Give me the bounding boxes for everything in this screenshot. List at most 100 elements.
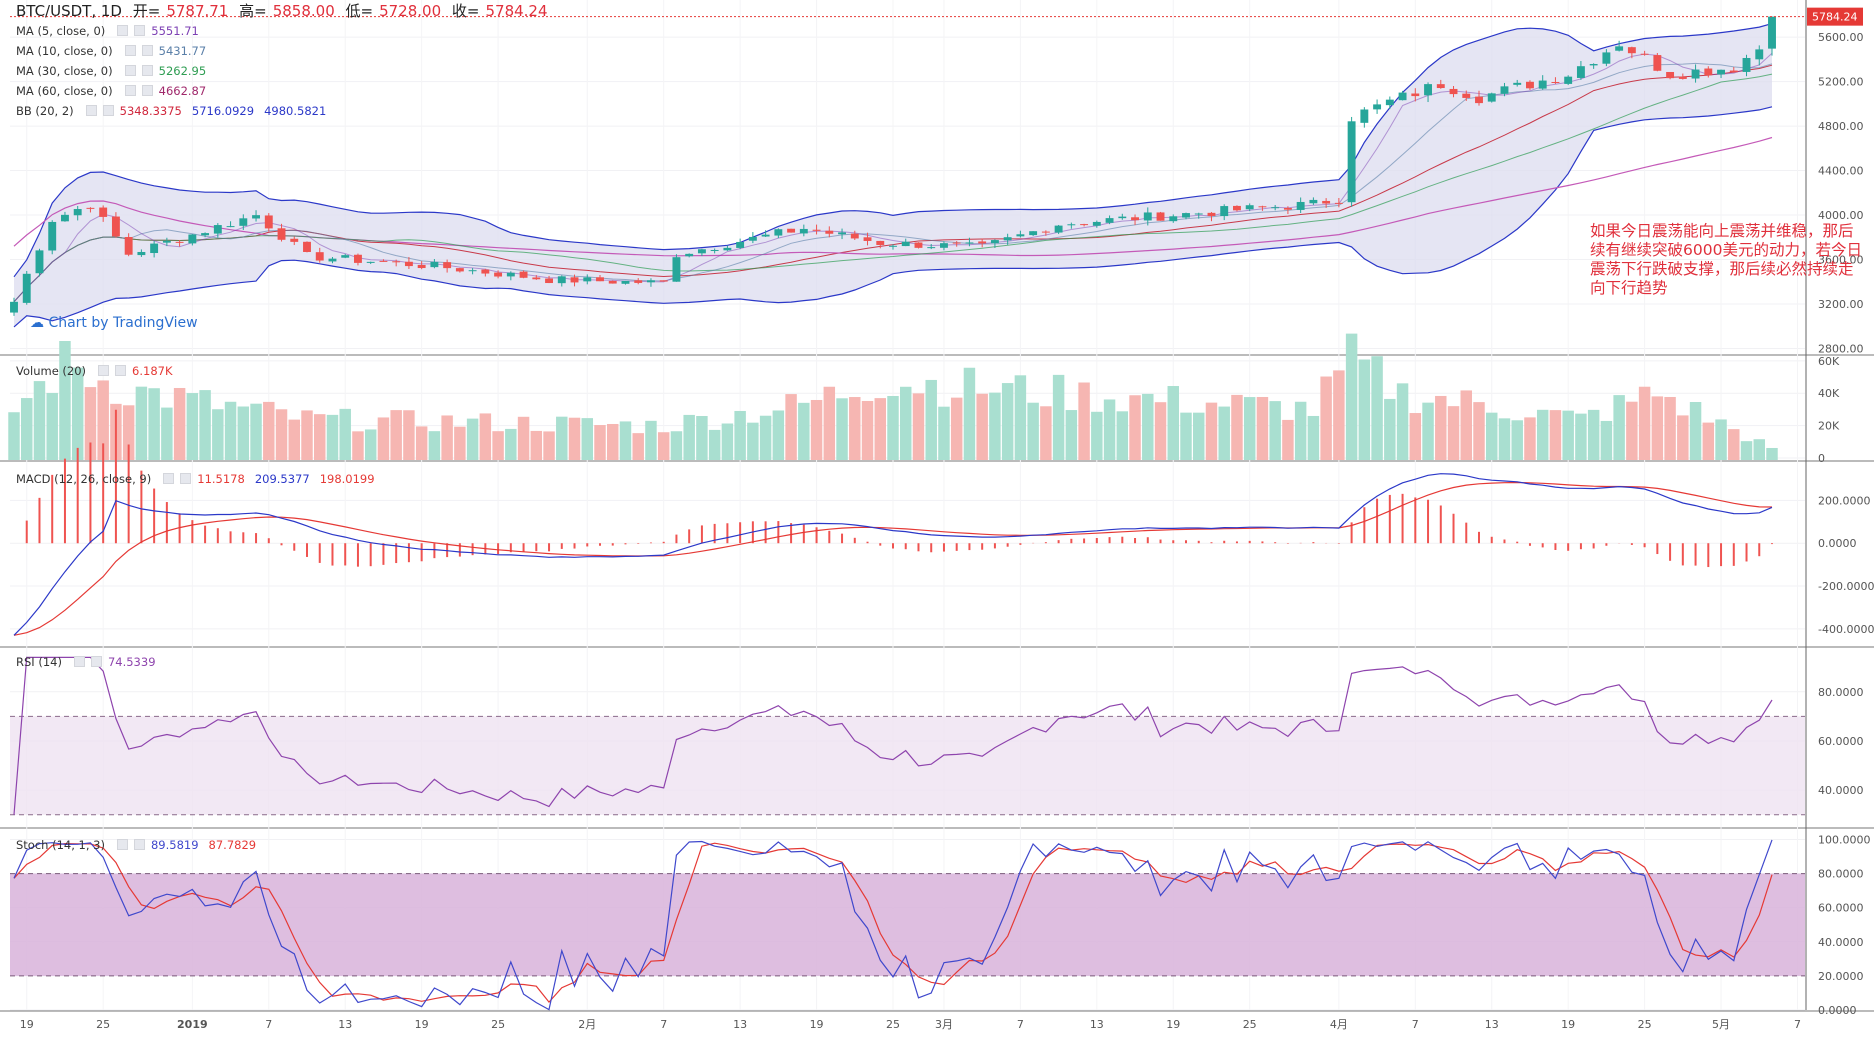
stoch-axis-tick: 100.0000	[1818, 834, 1871, 847]
settings-icon[interactable]	[85, 105, 97, 116]
candle	[404, 257, 413, 270]
time-axis-tick: 19	[1561, 1018, 1575, 1031]
settings-icon[interactable]	[117, 25, 129, 36]
close-icon[interactable]	[141, 65, 153, 76]
candle-body	[1233, 205, 1241, 211]
legend-volume[interactable]: Volume (20) 6.187K	[16, 364, 183, 378]
candle-body	[1334, 202, 1343, 204]
candle-body	[978, 241, 987, 244]
settings-icon[interactable]	[124, 45, 136, 56]
volume-bar	[632, 433, 644, 460]
volume-bar	[428, 431, 441, 460]
close-icon[interactable]	[133, 839, 145, 850]
candle	[1691, 64, 1700, 83]
legend-ma30[interactable]: MA (30, close, 0) 5262.95	[16, 64, 216, 78]
settings-icon[interactable]	[98, 365, 110, 376]
candle-body	[838, 232, 846, 235]
volume-bar	[1282, 419, 1294, 460]
macd-axis-tick: 0.0000	[1818, 537, 1857, 550]
legend-rsi-name: RSI (14)	[16, 655, 62, 669]
legend-bollinger[interactable]: BB (20, 2) 5348.3375 5716.0929 4980.5821	[16, 104, 336, 118]
candle	[876, 240, 885, 249]
candle	[1080, 223, 1089, 227]
candle	[1513, 79, 1522, 87]
rsi-line	[13, 656, 1773, 815]
legend-rsi[interactable]: RSI (14) 74.5339	[16, 655, 166, 669]
candle-body	[914, 242, 923, 248]
price-axis-tick: 4800.00	[1818, 120, 1864, 133]
legend-ma10[interactable]: MA (10, close, 0) 5431.77	[16, 44, 216, 58]
candle	[1589, 63, 1598, 69]
close-icon[interactable]	[115, 365, 127, 376]
legend-macd[interactable]: MACD (12, 26, close, 9) 11.5178 209.5377 19…	[16, 472, 385, 486]
candle	[354, 253, 362, 266]
volume-bar	[237, 406, 250, 460]
volume-bar	[1129, 395, 1141, 460]
symbol-title[interactable]: BTC/USDT, 1D	[16, 2, 122, 20]
candle-body	[1373, 104, 1382, 110]
candle-body	[1131, 217, 1139, 221]
settings-icon[interactable]	[163, 473, 175, 484]
settings-icon[interactable]	[124, 85, 136, 96]
settings-icon[interactable]	[124, 65, 136, 76]
legend-ma5[interactable]: MA (5, close, 0) 5551.71	[16, 24, 209, 38]
volume-bar	[517, 416, 530, 460]
volume-bar	[530, 430, 543, 460]
stoch-axis-tick: 40.0000	[1818, 936, 1864, 949]
settings-icon[interactable]	[116, 839, 128, 850]
close-icon[interactable]	[134, 25, 146, 36]
volume-bar	[670, 431, 683, 460]
candle	[761, 230, 770, 237]
candle	[99, 205, 108, 222]
legend-macd-name: MACD (12, 26, close, 9)	[16, 472, 152, 486]
volume-bar	[747, 422, 759, 460]
candle	[315, 247, 324, 263]
legend-stoch[interactable]: Stoch (14, 1, 3) 89.5819 87.7829	[16, 838, 266, 852]
close-label: 收=	[451, 2, 480, 20]
close-icon[interactable]	[90, 656, 102, 667]
candle-body	[10, 301, 18, 313]
candle-body	[596, 277, 604, 282]
candle-body	[1589, 64, 1598, 66]
close-icon[interactable]	[141, 45, 153, 56]
candle	[1245, 203, 1254, 212]
volume-bar	[1384, 398, 1396, 460]
volume-bar	[454, 426, 466, 460]
candle	[1768, 16, 1776, 56]
candle	[430, 259, 439, 269]
volume-bar	[352, 431, 364, 460]
candle	[1475, 90, 1483, 106]
volume-bar	[263, 401, 275, 460]
candle-body	[1016, 234, 1025, 237]
candle-body	[150, 243, 159, 254]
volume-bar	[1498, 418, 1511, 460]
candle-body	[1666, 71, 1675, 79]
time-axis-tick: 25	[886, 1018, 900, 1031]
volume-bar	[1728, 429, 1740, 460]
volume-bar	[1651, 396, 1664, 460]
stoch-axis-tick: 80.0000	[1818, 868, 1864, 881]
close-icon[interactable]	[141, 85, 153, 96]
candle	[1360, 107, 1369, 128]
tradingview-watermark[interactable]: ☁ Chart by TradingView	[30, 315, 198, 331]
candle-body	[1322, 200, 1331, 204]
volume-bar	[1078, 382, 1090, 460]
legend-ma60[interactable]: MA (60, close, 0) 4662.87	[16, 84, 216, 98]
candle-body	[1067, 224, 1076, 226]
candle	[1640, 50, 1649, 56]
legend-ma5-value: 5551.71	[151, 24, 199, 38]
candle-body	[392, 261, 401, 263]
candle	[1564, 75, 1573, 86]
volume-bar	[479, 413, 492, 460]
candle	[545, 275, 553, 284]
candle	[341, 253, 350, 259]
settings-icon[interactable]	[73, 656, 85, 667]
candle	[1729, 67, 1738, 73]
candle	[1169, 214, 1178, 223]
volume-bar	[1677, 415, 1689, 460]
close-icon[interactable]	[180, 473, 192, 484]
close-icon[interactable]	[102, 105, 114, 116]
volume-bar	[403, 410, 415, 460]
volume-bar	[1167, 386, 1179, 460]
